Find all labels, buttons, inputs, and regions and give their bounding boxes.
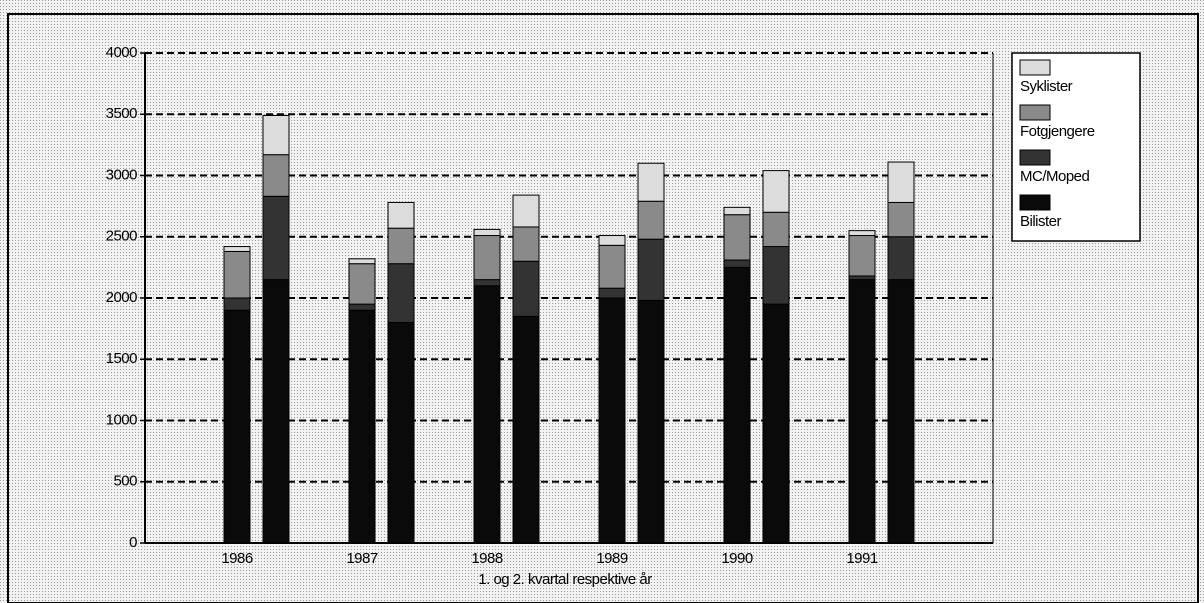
bar-segment [723, 259, 751, 268]
bar-segment [387, 322, 415, 544]
x-tick-label: 1991 [846, 550, 878, 567]
y-tick-label: 0 [129, 534, 137, 551]
legend-label: Syklister [1020, 78, 1073, 95]
bar-segment [262, 114, 290, 156]
x-tick-label: 1987 [346, 550, 378, 567]
bar-segment [598, 287, 626, 299]
bar-segment [723, 206, 751, 216]
y-tick-label: 1000 [106, 411, 138, 428]
x-axis-label: 1. og 2. kvartal respektive år [478, 571, 652, 588]
bar-segment [887, 279, 915, 544]
bar-segment [512, 226, 540, 262]
legend-swatch [1019, 104, 1051, 121]
y-tick-label: 2500 [106, 228, 138, 245]
y-tick-label: 500 [113, 473, 137, 490]
bar-segment [762, 246, 790, 305]
bar-segment [637, 238, 665, 301]
legend-swatch [1019, 59, 1051, 76]
bar-segment [473, 235, 501, 281]
bar-segment [887, 161, 915, 203]
y-tick-label: 2000 [106, 289, 138, 306]
bar-segment [223, 309, 251, 544]
legend-label: Fotgjengere [1020, 123, 1095, 140]
bar-segment [848, 279, 876, 544]
legend-label: Bilister [1020, 213, 1062, 230]
bar-segment [262, 154, 290, 197]
bar-segment [598, 244, 626, 289]
bar-segment [762, 211, 790, 248]
bar-segment [723, 214, 751, 261]
bar-segment [473, 285, 501, 544]
bar-segment [637, 299, 665, 544]
legend-swatch [1019, 149, 1051, 166]
bar-segment [223, 246, 251, 252]
bar-segment [512, 194, 540, 228]
bar-segment [887, 201, 915, 238]
bar-segment [637, 162, 665, 202]
bar-segment [387, 263, 415, 324]
x-tick-label: 1990 [721, 550, 753, 567]
frame [7, 13, 1199, 603]
bar-segment [762, 303, 790, 544]
bar-segment [223, 250, 251, 299]
bar-segment [387, 227, 415, 265]
bar-segment [848, 275, 876, 281]
bar-segment [262, 279, 290, 544]
bar-segment [848, 235, 876, 277]
y-tick-label: 3000 [106, 166, 138, 183]
bar-segment [348, 263, 376, 305]
legend-swatch [1019, 194, 1051, 211]
bar-segment [512, 315, 540, 544]
bar-segment [348, 303, 376, 311]
bar-segment [473, 279, 501, 287]
bar-segment [887, 236, 915, 281]
bar-segment [223, 297, 251, 311]
bar-segment [598, 297, 626, 544]
legend-label: MC/Moped [1020, 168, 1090, 185]
bar-segment [348, 309, 376, 544]
bar-segment [348, 258, 376, 265]
y-tick-label: 4000 [106, 44, 138, 61]
bar-segment [512, 260, 540, 317]
bar-segment [637, 200, 665, 240]
bar-segment [387, 201, 415, 229]
x-tick-label: 1989 [596, 550, 628, 567]
bar-segment [473, 228, 501, 237]
bar-segment [762, 170, 790, 213]
bar-segment [262, 195, 290, 281]
x-tick-label: 1986 [221, 550, 253, 567]
bar-segment [598, 235, 626, 246]
y-tick-label: 1500 [106, 350, 138, 367]
x-tick-label: 1988 [471, 550, 503, 567]
y-tick-label: 3500 [106, 105, 138, 122]
bar-segment [848, 230, 876, 237]
bar-segment [723, 266, 751, 544]
